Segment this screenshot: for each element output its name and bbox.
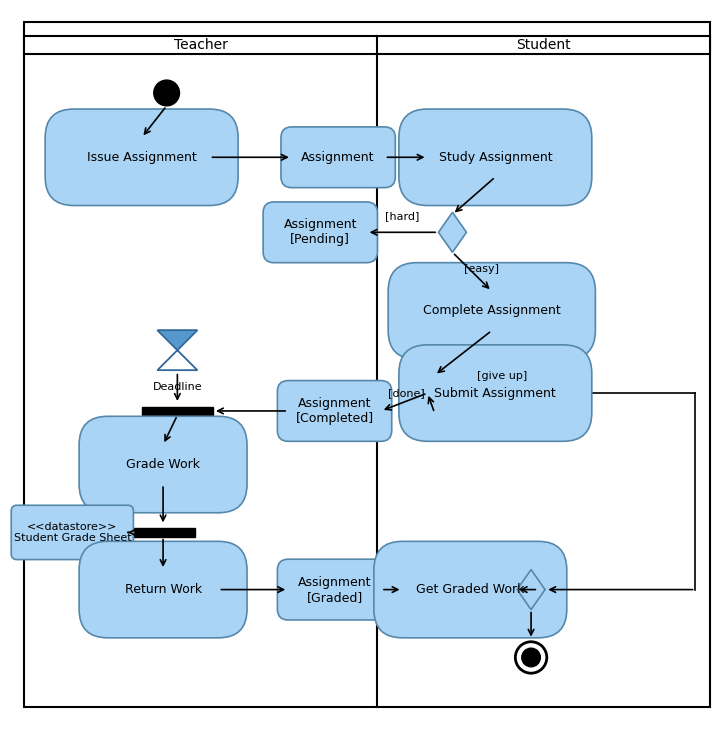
Text: Student: Student <box>516 38 571 52</box>
Text: [done]: [done] <box>387 388 424 398</box>
FancyBboxPatch shape <box>12 505 133 560</box>
FancyBboxPatch shape <box>24 22 710 707</box>
Circle shape <box>522 648 540 667</box>
Bar <box>131 528 195 537</box>
FancyBboxPatch shape <box>277 559 392 620</box>
Polygon shape <box>157 330 198 350</box>
Text: Assignment
[Pending]: Assignment [Pending] <box>284 218 357 246</box>
Text: Teacher: Teacher <box>174 38 227 52</box>
FancyBboxPatch shape <box>374 542 567 638</box>
Text: [easy]: [easy] <box>463 264 499 274</box>
Text: Grade Work: Grade Work <box>126 458 200 471</box>
FancyBboxPatch shape <box>399 109 592 206</box>
Circle shape <box>153 80 180 106</box>
Text: Return Work: Return Work <box>125 583 201 596</box>
Bar <box>142 407 213 416</box>
FancyBboxPatch shape <box>281 127 395 187</box>
Text: Complete Assignment: Complete Assignment <box>423 305 560 317</box>
Text: Submit Assignment: Submit Assignment <box>434 386 556 399</box>
FancyBboxPatch shape <box>277 381 392 441</box>
Text: Get Graded Work: Get Graded Work <box>416 583 524 596</box>
Polygon shape <box>439 212 466 252</box>
FancyBboxPatch shape <box>388 262 595 359</box>
Text: Assignment
[Completed]: Assignment [Completed] <box>295 397 374 425</box>
FancyBboxPatch shape <box>79 542 247 638</box>
Polygon shape <box>157 350 198 370</box>
FancyBboxPatch shape <box>399 345 592 441</box>
FancyBboxPatch shape <box>45 109 238 206</box>
Text: Assignment: Assignment <box>301 151 375 164</box>
Text: [give up]: [give up] <box>477 371 528 381</box>
Bar <box>24 36 710 54</box>
Text: Issue Assignment: Issue Assignment <box>87 151 196 164</box>
Text: Assignment
[Graded]: Assignment [Graded] <box>298 576 371 604</box>
Text: Deadline: Deadline <box>153 383 202 392</box>
Text: Study Assignment: Study Assignment <box>439 151 552 164</box>
Text: <<datastore>>
Student Grade Sheet: <<datastore>> Student Grade Sheet <box>14 522 131 543</box>
FancyBboxPatch shape <box>79 416 247 512</box>
Text: [hard]: [hard] <box>385 211 420 222</box>
Polygon shape <box>517 569 545 609</box>
Polygon shape <box>421 373 449 413</box>
FancyBboxPatch shape <box>263 202 377 262</box>
